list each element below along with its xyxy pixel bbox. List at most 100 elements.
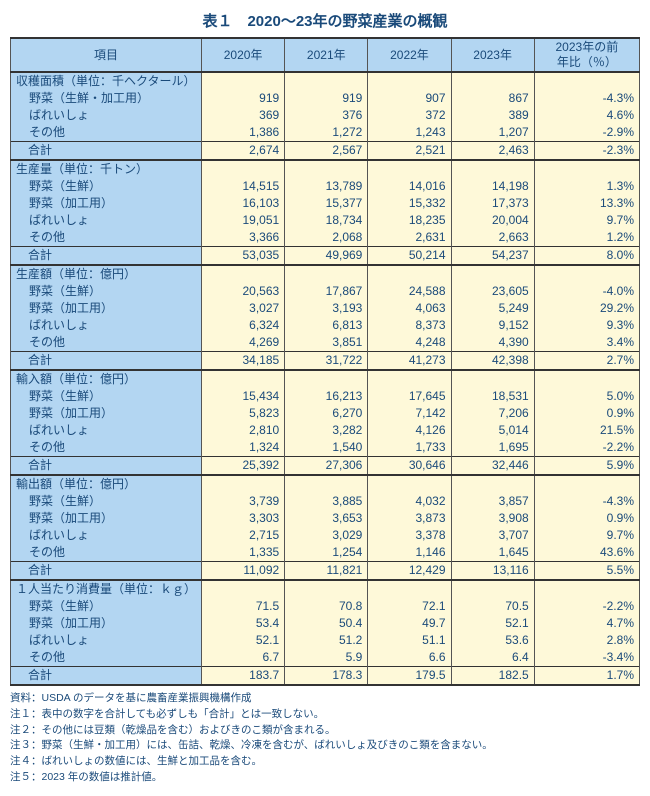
cell-value: 2.8% <box>534 632 639 649</box>
cell-value: 14,016 <box>368 178 451 195</box>
total-label: 合計 <box>11 352 202 371</box>
cell-value: 6,270 <box>285 405 368 422</box>
total-row: 合計2,6742,5672,5212,463-2.3% <box>11 142 640 161</box>
table-row: 野菜（生鮮）15,43416,21317,64518,5315.0% <box>11 388 640 405</box>
empty-cell <box>368 475 451 493</box>
cell-value: 3,873 <box>368 510 451 527</box>
cell-value: 3,282 <box>285 422 368 439</box>
cell-value: 5,249 <box>451 300 534 317</box>
table-row: その他1,3241,5401,7331,695-2.2% <box>11 439 640 457</box>
cell-value: 5.0% <box>534 388 639 405</box>
total-value: 1.7% <box>534 667 639 686</box>
empty-cell <box>534 160 639 178</box>
cell-value: 3,366 <box>202 229 285 247</box>
cell-value: 50.4 <box>285 615 368 632</box>
cell-value: 3,378 <box>368 527 451 544</box>
cell-value: 7,206 <box>451 405 534 422</box>
row-label: 野菜（加工用） <box>11 615 202 632</box>
cell-value: 52.1 <box>451 615 534 632</box>
empty-cell <box>534 265 639 283</box>
empty-cell <box>534 580 639 598</box>
note-line: 注３：野菜（生鮮・加工用）には、缶詰、乾燥、冷凍を含むが、ばれいしょ及びきのこ類… <box>10 738 640 754</box>
cell-value: 15,434 <box>202 388 285 405</box>
cell-value: 9.7% <box>534 212 639 229</box>
cell-value: 3,707 <box>451 527 534 544</box>
table-row: 野菜（加工用）3,0273,1934,0635,24929.2% <box>11 300 640 317</box>
empty-cell <box>368 72 451 90</box>
row-label: 野菜（加工用） <box>11 405 202 422</box>
cell-value: 1,254 <box>285 544 368 562</box>
cell-value: 72.1 <box>368 598 451 615</box>
section-header-label: 生産量（単位：千トン） <box>11 160 202 178</box>
total-value: 2,463 <box>451 142 534 161</box>
cell-value: -4.3% <box>534 493 639 510</box>
table-row: ばれいしょ2,8103,2824,1265,01421.5% <box>11 422 640 439</box>
section-header-row: 生産量（単位：千トン） <box>11 160 640 178</box>
cell-value: 18,734 <box>285 212 368 229</box>
table-row: ばれいしょ52.151.251.153.62.8% <box>11 632 640 649</box>
col-header-2: 2021年 <box>285 38 368 72</box>
total-value: 182.5 <box>451 667 534 686</box>
cell-value: 17,373 <box>451 195 534 212</box>
cell-value: 15,332 <box>368 195 451 212</box>
table-row: ばれいしょ2,7153,0293,3783,7079.7% <box>11 527 640 544</box>
empty-cell <box>368 265 451 283</box>
cell-value: -4.0% <box>534 283 639 300</box>
cell-value: 3,851 <box>285 334 368 352</box>
cell-value: 389 <box>451 107 534 124</box>
total-row: 合計34,18531,72241,27342,3982.7% <box>11 352 640 371</box>
cell-value: 1,324 <box>202 439 285 457</box>
section-header-label: 生産額（単位：億円） <box>11 265 202 283</box>
row-label: 野菜（加工用） <box>11 300 202 317</box>
total-row: 合計53,03549,96950,21454,2378.0% <box>11 247 640 266</box>
empty-cell <box>202 475 285 493</box>
cell-value: 376 <box>285 107 368 124</box>
cell-value: 867 <box>451 90 534 107</box>
empty-cell <box>202 265 285 283</box>
total-value: 25,392 <box>202 457 285 476</box>
table-row: その他6.75.96.66.4-3.4% <box>11 649 640 667</box>
empty-cell <box>368 580 451 598</box>
cell-value: 1,695 <box>451 439 534 457</box>
row-label: その他 <box>11 439 202 457</box>
total-row: 合計25,39227,30630,64632,4465.9% <box>11 457 640 476</box>
empty-cell <box>285 72 368 90</box>
table-row: 野菜（生鮮）14,51513,78914,01614,1981.3% <box>11 178 640 195</box>
table-row: 野菜（生鮮）71.570.872.170.5-2.2% <box>11 598 640 615</box>
table-row: 野菜（加工用）5,8236,2707,1427,2060.9% <box>11 405 640 422</box>
cell-value: 1,645 <box>451 544 534 562</box>
row-label: その他 <box>11 124 202 142</box>
empty-cell <box>202 160 285 178</box>
total-value: 183.7 <box>202 667 285 686</box>
col-header-5: 2023年の前年比（％） <box>534 38 639 72</box>
cell-value: 0.9% <box>534 510 639 527</box>
cell-value: 8,373 <box>368 317 451 334</box>
row-label: 野菜（生鮮） <box>11 178 202 195</box>
cell-value: 23,605 <box>451 283 534 300</box>
empty-cell <box>534 475 639 493</box>
empty-cell <box>202 580 285 598</box>
cell-value: 1.3% <box>534 178 639 195</box>
empty-cell <box>285 475 368 493</box>
section-header-label: 輸入額（単位：億円） <box>11 370 202 388</box>
cell-value: 19,051 <box>202 212 285 229</box>
cell-value: 4,063 <box>368 300 451 317</box>
empty-cell <box>451 370 534 388</box>
cell-value: 3,193 <box>285 300 368 317</box>
table-title: 表１ 2020～23年の野菜産業の概観 <box>10 10 640 31</box>
empty-cell <box>202 72 285 90</box>
empty-cell <box>451 475 534 493</box>
cell-value: 13,789 <box>285 178 368 195</box>
row-label: 野菜（加工用） <box>11 195 202 212</box>
cell-value: -2.2% <box>534 439 639 457</box>
cell-value: 4,269 <box>202 334 285 352</box>
section-header-label: 輸出額（単位：億円） <box>11 475 202 493</box>
row-label: 野菜（生鮮） <box>11 388 202 405</box>
empty-cell <box>368 370 451 388</box>
cell-value: 2,631 <box>368 229 451 247</box>
cell-value: 14,198 <box>451 178 534 195</box>
cell-value: 24,588 <box>368 283 451 300</box>
cell-value: 3.4% <box>534 334 639 352</box>
row-label: ばれいしょ <box>11 107 202 124</box>
row-label: その他 <box>11 544 202 562</box>
